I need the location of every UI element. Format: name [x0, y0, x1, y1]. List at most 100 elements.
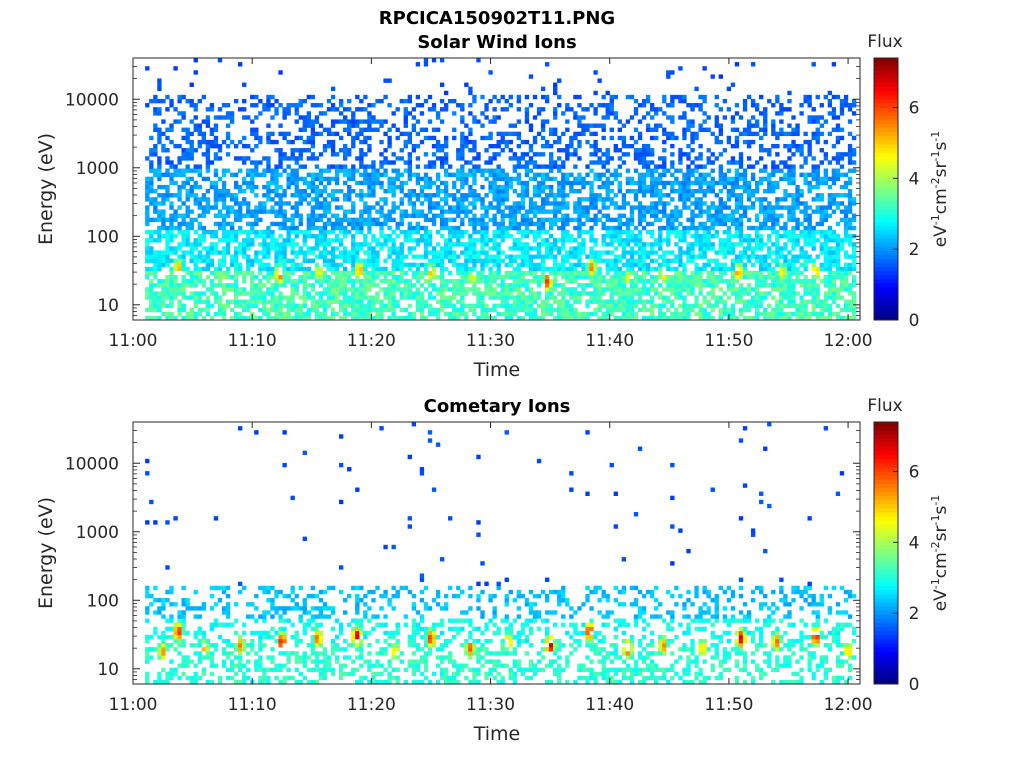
spectrogram-cell [367, 283, 372, 288]
spectrogram-cell [468, 250, 473, 255]
spectrogram-cell [181, 156, 186, 161]
spectrogram-cell [415, 119, 421, 124]
spectrogram-cell [302, 119, 307, 124]
spectrogram-cell [391, 160, 396, 165]
spectrogram-cell [439, 274, 445, 280]
spectrogram-cell [387, 213, 392, 218]
spectrogram-cell [771, 258, 776, 263]
spectrogram-cell [242, 303, 247, 309]
spectrogram-cell [557, 217, 562, 223]
spectrogram-cell [726, 238, 732, 243]
spectrogram-cell [625, 238, 631, 243]
spectrogram-cell [439, 250, 445, 255]
spectrogram-cell [343, 152, 348, 157]
spectrogram-cell [476, 258, 481, 263]
spectrogram-cell [528, 303, 534, 309]
spectrogram-cell [472, 274, 477, 280]
spectrogram-cell [706, 262, 711, 268]
spectrogram-cell [629, 315, 635, 321]
spectrogram-cell [476, 193, 481, 198]
spectrogram-cell [318, 131, 324, 137]
spectrogram-cell [330, 258, 336, 263]
spectrogram-cell [314, 315, 320, 321]
spectrogram-cell [524, 119, 530, 124]
spectrogram-cell [181, 127, 186, 132]
spectrogram-cell [213, 152, 219, 157]
spectrogram-cell [468, 189, 473, 194]
spectrogram-cell [322, 189, 328, 194]
spectrogram-cell [464, 291, 469, 296]
spectrogram-cell [197, 168, 202, 173]
spectrogram-cell [149, 307, 154, 313]
spectrogram-cell [476, 291, 481, 296]
spectrogram-cell [423, 246, 429, 251]
spectrogram-cell [387, 139, 392, 145]
spectrogram-cell [658, 283, 663, 288]
spectrogram-cell [221, 103, 227, 108]
spectrogram-cell [419, 193, 425, 198]
spectrogram-cell [229, 221, 235, 227]
spectrogram-cell [589, 217, 594, 223]
spectrogram-cell [516, 270, 522, 276]
spectrogram-cell [375, 127, 380, 132]
spectrogram-cell [266, 242, 271, 247]
spectrogram-cell [609, 234, 614, 239]
spectrogram-cell [658, 242, 663, 247]
spectrogram-cell [532, 184, 538, 190]
spectrogram-cell [585, 262, 590, 268]
spectrogram-cell [738, 283, 744, 288]
spectrogram-cell [351, 201, 356, 206]
spectrogram-cell [464, 135, 469, 141]
spectrogram-cell [415, 94, 421, 100]
spectrogram-cell [326, 258, 332, 263]
spectrogram-cell [185, 127, 190, 132]
spectrogram-cell [629, 287, 635, 292]
spectrogram-cell [480, 111, 485, 116]
spectrogram-cell [601, 291, 606, 296]
spectrogram-cell [431, 283, 437, 288]
spectrogram-cell [290, 176, 295, 182]
spectrogram-cell [201, 135, 206, 141]
spectrogram-cell [201, 266, 206, 272]
spectrogram-cell [690, 270, 695, 276]
spectrogram-cell [524, 139, 530, 145]
spectrogram-cell [682, 135, 687, 141]
spectrogram-cell [613, 266, 618, 272]
spectrogram-cell [314, 205, 320, 210]
spectrogram-cell [763, 119, 768, 124]
spectrogram-cell [754, 311, 760, 317]
spectrogram-cell [637, 291, 643, 296]
spectrogram-cell [391, 274, 396, 280]
spectrogram-cell [763, 291, 768, 296]
spectrogram-cell [528, 148, 534, 153]
spectrogram-cell [238, 168, 243, 173]
spectrogram-cell [145, 156, 150, 161]
spectrogram-cell [767, 201, 772, 206]
spectrogram-cell [302, 242, 307, 247]
spectrogram-cell [569, 107, 574, 112]
spectrogram-cell [617, 135, 623, 141]
spectrogram-cell [767, 283, 772, 288]
spectrogram-cell [500, 139, 505, 145]
spectrogram-cell [427, 234, 433, 239]
spectrogram-cell [270, 176, 275, 182]
spectrogram-cell [641, 213, 647, 218]
spectrogram-cell [435, 291, 441, 296]
spectrogram-cell [605, 152, 610, 157]
spectrogram-cell [492, 315, 497, 321]
spectrogram-cell [274, 270, 279, 276]
spectrogram-cell [407, 246, 412, 251]
spectrogram-cell [169, 246, 174, 251]
spectrogram-cell [577, 197, 582, 202]
spectrogram-cell [512, 152, 517, 157]
spectrogram-cell [662, 160, 667, 165]
spectrogram-cell [399, 262, 404, 268]
spectrogram-cell [262, 205, 267, 210]
spectrogram-cell [371, 103, 376, 108]
spectrogram-cell [367, 164, 372, 169]
spectrogram-cell [193, 193, 198, 198]
spectrogram-cell [771, 274, 776, 280]
spectrogram-cell [173, 287, 178, 292]
spectrogram-cell [730, 287, 736, 292]
spectrogram-cell [209, 229, 215, 235]
